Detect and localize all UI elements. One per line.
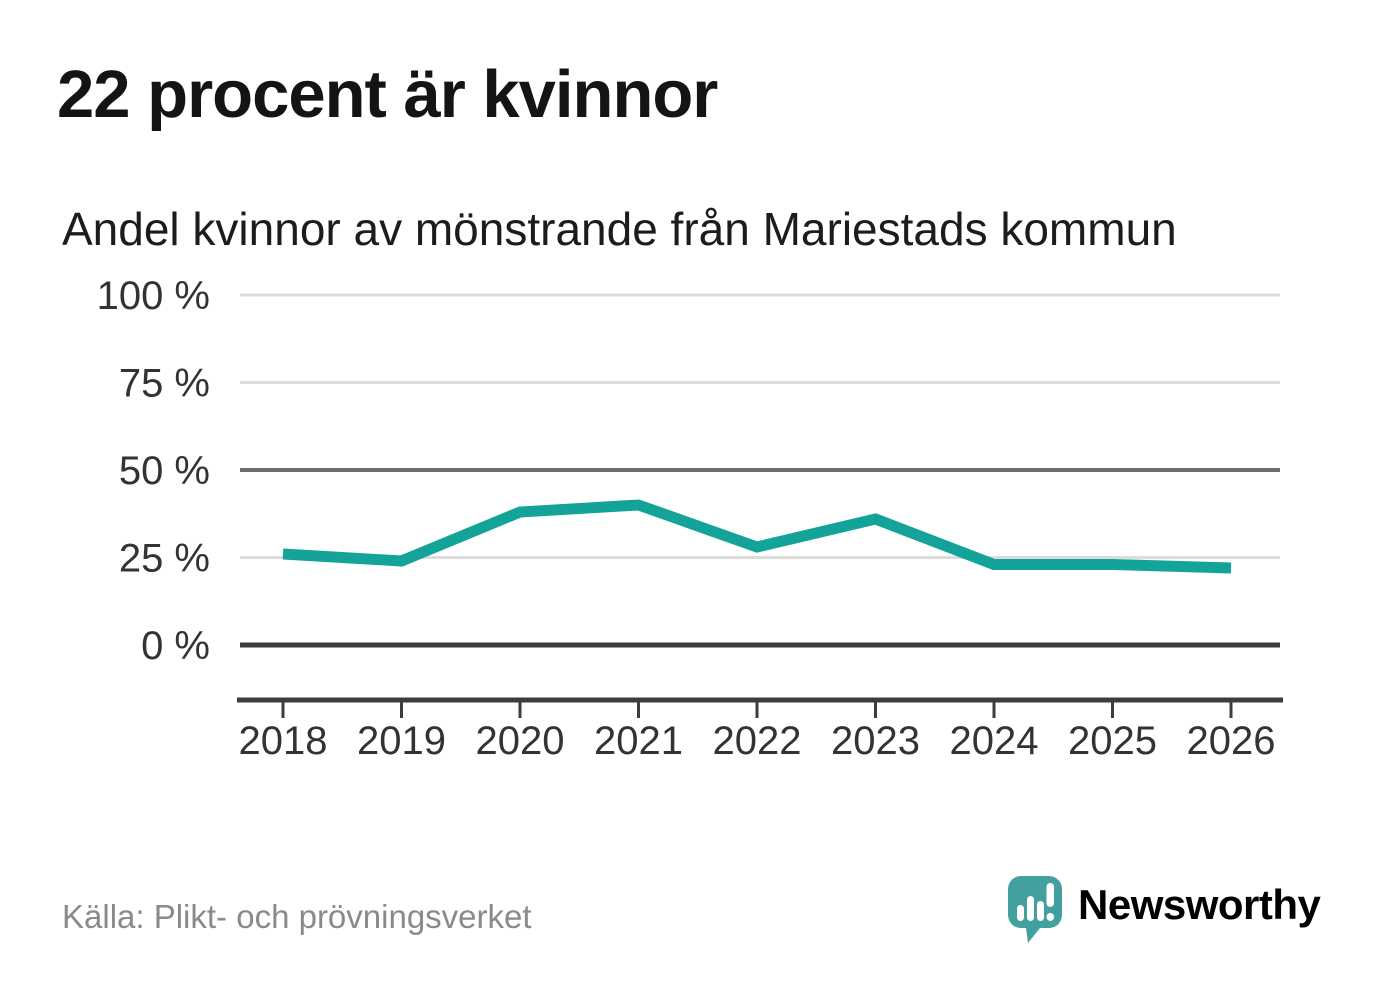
line-chart: 0 % 25 % 50 % 75 % 100 % 2018 2019 2020 2021 2022… (97, 274, 1283, 763)
x-axis-label: 2022 (713, 719, 802, 763)
chart-subtitle: Andel kvinnor av mönstrande från Mariest… (62, 203, 1177, 255)
bar-small (1017, 905, 1024, 921)
data-line (282, 499, 1232, 574)
x-axis-label: 2023 (831, 719, 920, 763)
y-axis-label: 25 % (119, 537, 210, 581)
source-note: Källa: Plikt- och prövningsverket (62, 898, 532, 935)
x-axis-label: 2025 (1068, 719, 1157, 763)
bar-tall (1027, 896, 1034, 921)
y-axis-label: 0 % (141, 624, 210, 668)
exclamation-bar (1046, 883, 1054, 907)
x-axis-label: 2024 (950, 719, 1039, 763)
page-title: 22 procent är kvinnor (57, 57, 718, 132)
x-axis-label: 2020 (476, 719, 565, 763)
newsworthy-logo-icon (1008, 876, 1062, 943)
x-axis-label: 2018 (239, 719, 328, 763)
exclamation-dot (1046, 913, 1054, 921)
newsworthy-logo: Newsworthy (1008, 876, 1321, 946)
y-axis-label: 50 % (119, 449, 210, 493)
newsworthy-logo-text: Newsworthy (1078, 881, 1321, 928)
x-axis-label: 2019 (357, 719, 446, 763)
x-axis-label: 2026 (1187, 719, 1276, 763)
bar-medium (1037, 901, 1044, 921)
y-axis-label: 100 % (97, 274, 210, 318)
x-axis-label: 2021 (594, 719, 683, 763)
y-axis-label: 75 % (119, 362, 210, 406)
